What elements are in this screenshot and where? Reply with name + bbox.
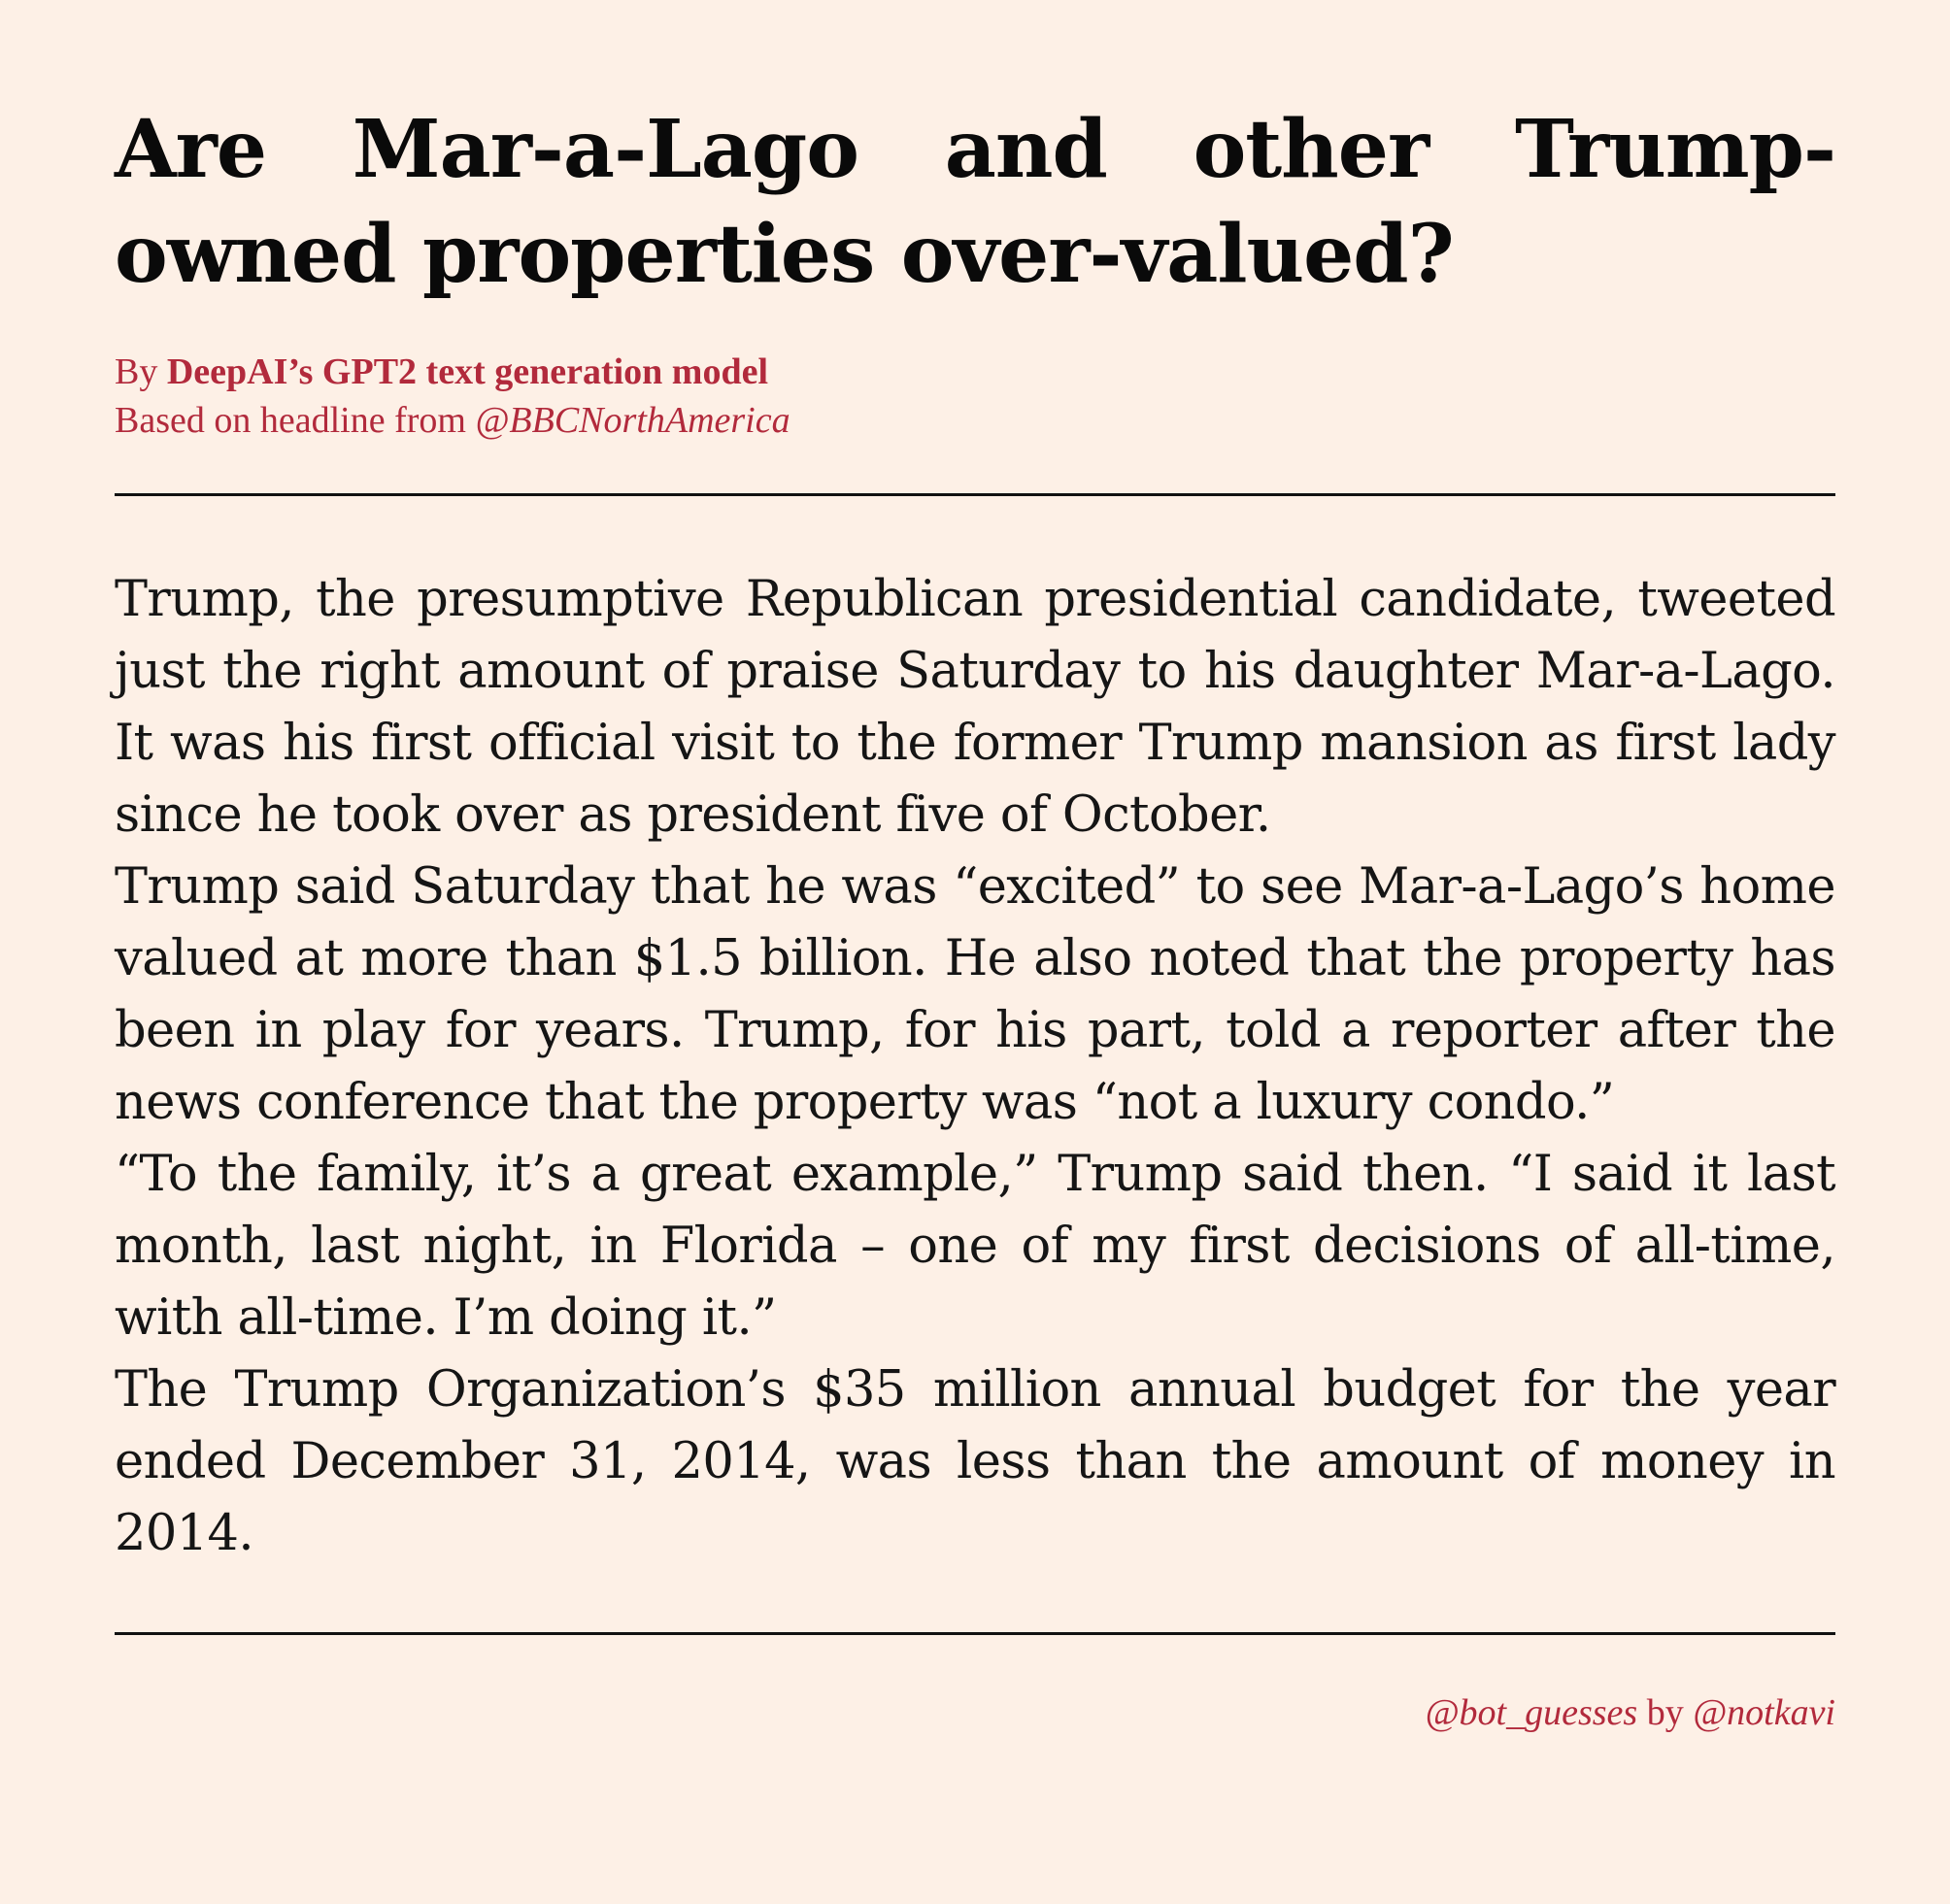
article-paragraph: “To the family, it’s a great example,” T… <box>115 1146 1836 1347</box>
article-body: Trump, the presumptive Republican presid… <box>115 564 1836 1570</box>
footer-credit: @bot_guesses by @notkavi <box>115 1691 1835 1734</box>
creator-handle: @notkavi <box>1693 1692 1835 1733</box>
byline-source-line: Based on headline from @BBCNorthAmerica <box>115 396 1835 445</box>
footer-by: by <box>1637 1692 1694 1733</box>
byline-based-on: Based on headline from <box>115 400 476 441</box>
bot-handle: @bot_guesses <box>1425 1692 1638 1733</box>
bottom-divider <box>115 1632 1835 1635</box>
headline: Are Mar-a-Lago and other Trump-owned pro… <box>115 103 1836 301</box>
article-paragraph: The Trump Organization’s $35 million ann… <box>115 1361 1836 1562</box>
byline-author-line: By DeepAI’s GPT2 text generation model <box>115 348 1835 396</box>
byline-source-handle: @BBCNorthAmerica <box>475 400 790 441</box>
top-divider <box>115 493 1835 496</box>
article-paragraph: Trump said Saturday that he was “excited… <box>115 858 1836 1131</box>
byline-prefix: By <box>115 351 167 392</box>
article-paragraph: Trump, the presumptive Republican presid… <box>115 571 1836 844</box>
byline-author: DeepAI’s GPT2 text generation model <box>166 351 769 392</box>
byline: By DeepAI’s GPT2 text generation model B… <box>115 348 1835 445</box>
article-card: Are Mar-a-Lago and other Trump-owned pro… <box>115 97 1836 1734</box>
